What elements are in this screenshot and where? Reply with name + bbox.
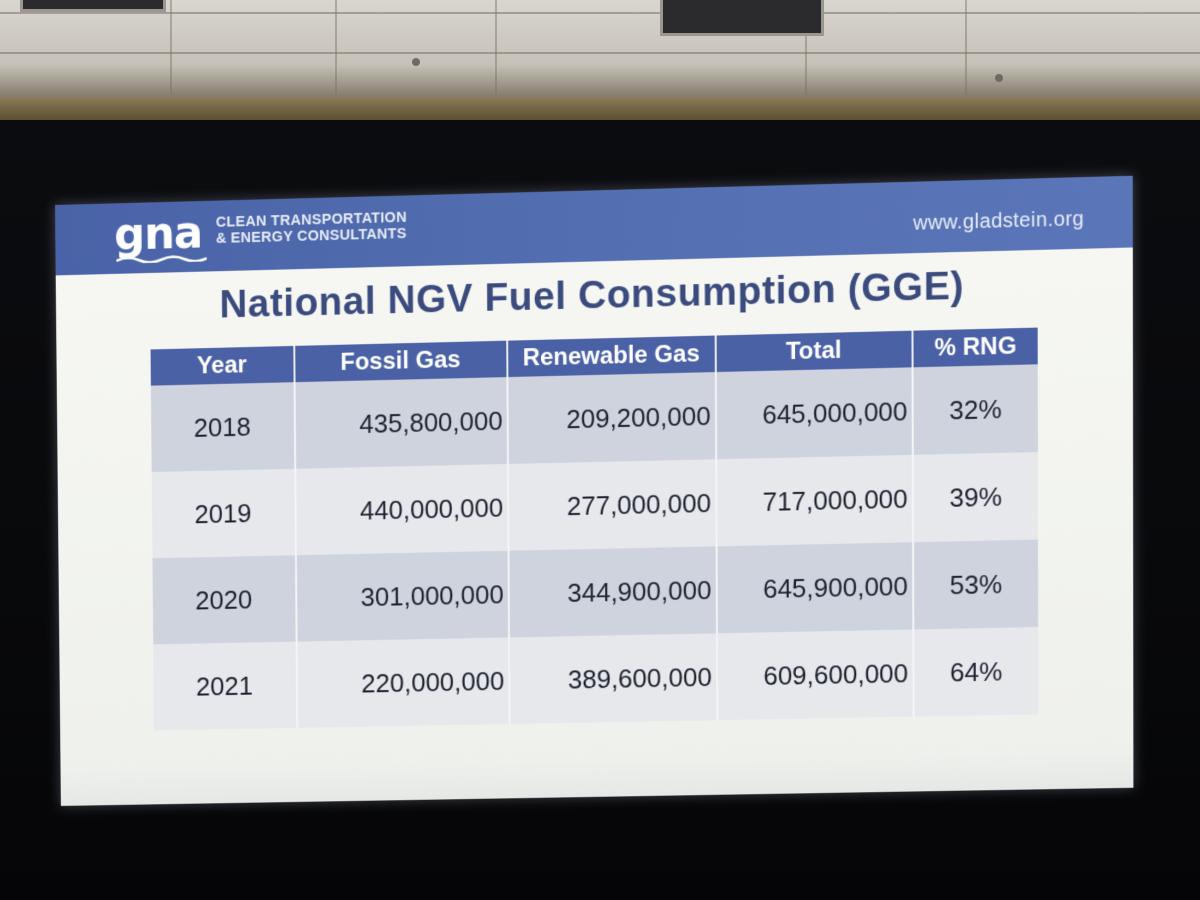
header-total: Total	[715, 331, 912, 372]
fuel-consumption-table: Year Fossil Gas Renewable Gas Total % RN…	[151, 328, 1039, 731]
cell-total: 609,600,000	[717, 629, 914, 720]
cell-fossil-gas: 435,800,000	[294, 377, 508, 469]
logo-tagline: CLEAN TRANSPORTATION & ENERGY CONSULTANT…	[216, 210, 407, 247]
cell-renewable-gas: 389,600,000	[509, 633, 717, 724]
cell-total: 645,000,000	[715, 367, 912, 459]
header-fossil-gas: Fossil Gas	[294, 341, 508, 383]
cell-renewable-gas: 209,200,000	[507, 372, 715, 464]
cell-fossil-gas: 440,000,000	[295, 464, 509, 555]
header-year: Year	[151, 346, 295, 386]
projected-slide: gna CLEAN TRANSPORTATION & ENERGY CONSUL…	[55, 176, 1133, 806]
cell-pct-rng: 39%	[913, 452, 1038, 542]
cell-renewable-gas: 344,900,000	[508, 546, 716, 637]
cell-pct-rng: 53%	[913, 540, 1038, 630]
header-renewable-gas: Renewable Gas	[507, 336, 715, 378]
logo-wave-icon	[116, 253, 207, 263]
cell-fossil-gas: 301,000,000	[295, 551, 508, 642]
cell-pct-rng: 32%	[912, 364, 1038, 455]
cell-year: 2019	[152, 469, 296, 558]
website-url: www.gladstein.org	[913, 208, 1084, 236]
table-row: 2021 220,000,000 389,600,000 609,600,000…	[153, 627, 1038, 730]
cell-year: 2020	[152, 555, 296, 644]
header-pct-rng: % RNG	[912, 328, 1037, 368]
slide-bottom-margin	[61, 749, 1134, 806]
cell-total: 717,000,000	[716, 455, 913, 547]
cell-year: 2018	[151, 382, 295, 472]
cell-pct-rng: 64%	[913, 627, 1038, 717]
cell-renewable-gas: 277,000,000	[508, 459, 716, 550]
cell-total: 645,900,000	[716, 542, 913, 633]
company-logo: gna CLEAN TRANSPORTATION & ENERGY CONSUL…	[114, 206, 407, 264]
slide-banner: gna CLEAN TRANSPORTATION & ENERGY CONSUL…	[55, 176, 1133, 276]
logo-text: gna	[114, 211, 202, 258]
cell-year: 2021	[153, 642, 297, 731]
cell-fossil-gas: 220,000,000	[296, 637, 509, 727]
